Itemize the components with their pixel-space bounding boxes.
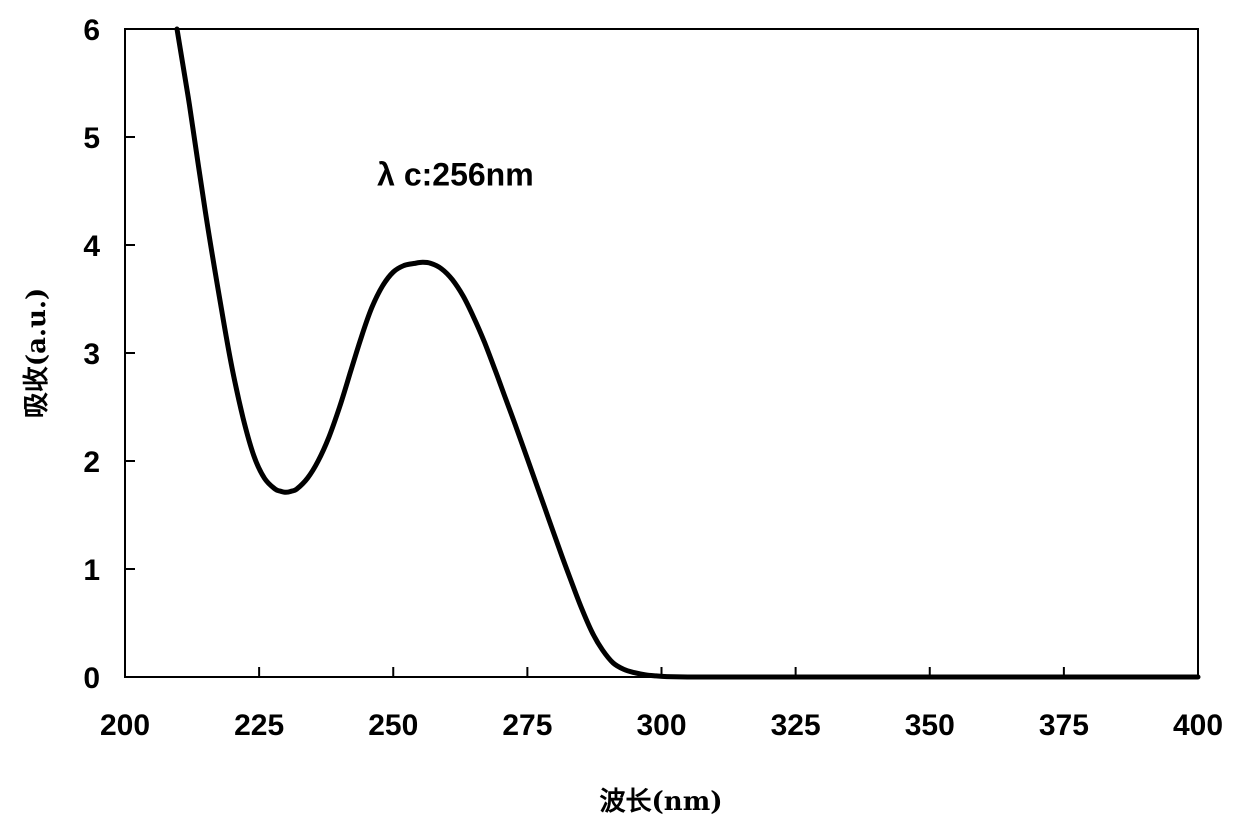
y-tick-label: 3	[83, 338, 100, 371]
peak-annotation: λ c:256nm	[377, 157, 534, 193]
x-tick-label: 375	[1039, 709, 1089, 742]
y-tick-label: 4	[83, 230, 100, 263]
y-tick-label: 2	[83, 446, 100, 479]
x-tick-label: 325	[771, 709, 821, 742]
plot-frame	[125, 29, 1198, 677]
x-tick-label: 225	[234, 709, 284, 742]
x-tick-labels: 200 225 250 275 300 325 350 375 400	[100, 709, 1223, 742]
y-tick-label: 6	[83, 14, 100, 47]
x-tick-label: 300	[636, 709, 686, 742]
axis-ticks	[125, 29, 1198, 677]
x-tick-label: 350	[905, 709, 955, 742]
series-line	[177, 29, 1198, 677]
x-axis-title: 波长(nm)	[599, 787, 722, 817]
x-tick-label: 200	[100, 709, 150, 742]
y-axis-title: 吸收(a.u.)	[22, 288, 52, 418]
y-tick-label: 1	[83, 554, 100, 587]
y-tick-labels: 0 1 2 3 4 5 6	[83, 14, 100, 695]
x-tick-label: 250	[368, 709, 418, 742]
y-tick-label: 5	[83, 122, 100, 155]
x-tick-label: 275	[502, 709, 552, 742]
y-tick-label: 0	[83, 662, 100, 695]
x-tick-label: 400	[1173, 709, 1223, 742]
